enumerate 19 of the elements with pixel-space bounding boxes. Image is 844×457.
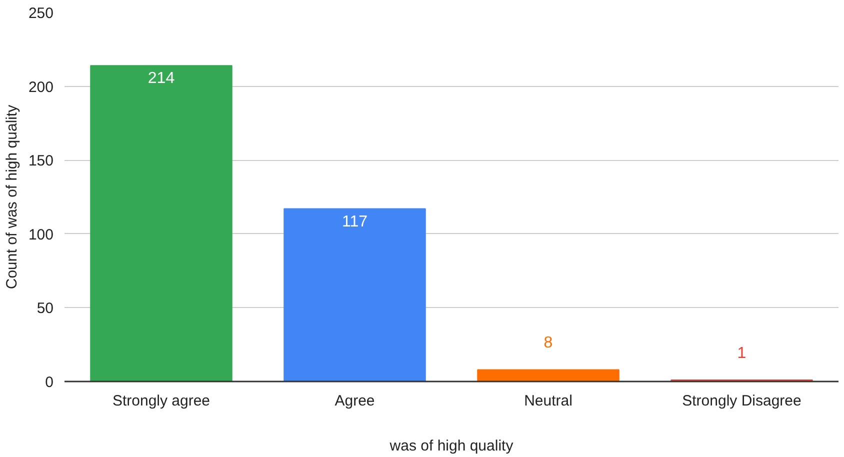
data-label: 8: [544, 334, 553, 352]
data-label: 1: [737, 344, 746, 362]
y-tick-label: 200: [28, 78, 54, 96]
y-tick-label: 0: [45, 374, 54, 391]
y-axis-title: Count of was of high quality: [3, 104, 20, 290]
x-tick-label: Neutral: [524, 392, 572, 410]
x-tick-label: Agree: [334, 392, 375, 410]
data-label: 214: [148, 70, 175, 88]
data-label: 117: [342, 213, 368, 230]
y-tick-label: 150: [28, 152, 54, 170]
bar: [284, 208, 426, 382]
y-tick-label: 50: [36, 300, 54, 318]
x-tick-label: Strongly agree: [112, 392, 210, 410]
x-tick-label: Strongly Disagree: [682, 392, 802, 410]
bar: [477, 369, 620, 382]
bar: [90, 65, 232, 382]
y-tick-label: 250: [28, 5, 54, 22]
x-axis-title: was of high quality: [388, 438, 514, 454]
y-tick-label: 100: [28, 226, 54, 244]
